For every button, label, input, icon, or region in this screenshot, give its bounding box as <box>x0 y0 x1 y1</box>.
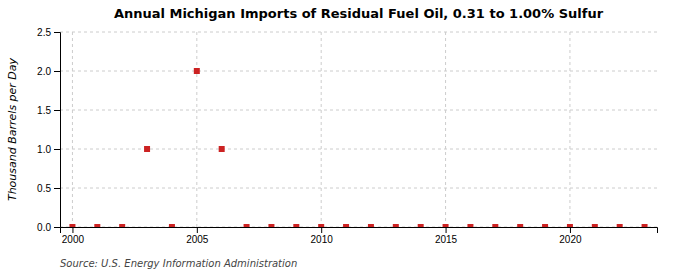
point <box>443 224 449 227</box>
annotation: Source: U.S. Energy Information Administ… <box>60 258 297 269</box>
point <box>244 224 250 227</box>
y-tick: 0.5 <box>37 183 60 194</box>
x-tick-label: 2000 <box>62 234 85 245</box>
point <box>144 146 150 152</box>
grid-line-y <box>60 110 657 111</box>
point <box>467 224 473 227</box>
x-tick-label: 2020 <box>559 234 582 245</box>
x-tick-mark <box>446 227 447 233</box>
x-tick-mark <box>197 227 198 233</box>
grid-line-y <box>60 188 657 189</box>
grid <box>60 32 657 227</box>
x-tick: 2020 <box>559 227 582 245</box>
grid-line-x <box>196 32 197 227</box>
y-tick-label: 2.0 <box>37 66 51 77</box>
y-tick-mark <box>54 71 60 72</box>
chart: 2000 2005 2010 2015 2020 0.0 0.5 1.0 1.5 2.0 2.5 An… <box>0 0 675 275</box>
y-tick: 2.0 <box>37 66 60 77</box>
x-tick: 2005 <box>186 227 209 245</box>
point <box>492 224 498 227</box>
x-tick: 2010 <box>311 227 334 245</box>
y-axis-line <box>54 33 61 228</box>
y-tick: 1.0 <box>37 144 60 155</box>
point <box>268 224 274 227</box>
y-tick: 1.5 <box>37 105 60 116</box>
x-axis-line <box>61 228 658 234</box>
point <box>194 68 200 74</box>
point <box>542 224 548 227</box>
grid-line-x <box>569 32 570 227</box>
y-tick-label: 0.0 <box>37 222 51 233</box>
point <box>219 146 225 152</box>
grid-line-x <box>72 32 73 227</box>
plot-area: 2000 2005 2010 2015 2020 0.0 0.5 1.0 1.5 2.0 2.5 <box>37 27 657 245</box>
x-tick-mark <box>321 227 322 233</box>
x-tick: 2015 <box>435 227 458 245</box>
grid-line-y <box>60 71 657 72</box>
point <box>517 224 523 227</box>
points <box>69 68 647 227</box>
point <box>293 224 299 227</box>
x-tick-label: 2015 <box>435 234 458 245</box>
point <box>318 224 324 227</box>
point <box>69 224 75 227</box>
y-tick-mark <box>54 188 60 189</box>
point <box>567 224 573 227</box>
y-tick-mark <box>54 227 60 228</box>
y-tick-label: 1.0 <box>37 144 51 155</box>
point <box>343 224 349 227</box>
point <box>592 224 598 227</box>
grid-line-x <box>321 32 322 227</box>
y-tick: 2.5 <box>37 27 60 38</box>
x-tick-label: 2005 <box>186 234 209 245</box>
point <box>617 224 623 227</box>
grid-line-y <box>60 32 657 33</box>
x-axis: 2000 2005 2010 2015 2020 <box>61 227 658 245</box>
x-tick-label: 2010 <box>311 234 334 245</box>
y-tick-mark <box>54 32 60 33</box>
point <box>94 224 100 227</box>
point <box>169 224 175 227</box>
x-tick-mark <box>570 227 571 233</box>
y-tick-mark <box>54 149 60 150</box>
y-tick-label: 0.5 <box>37 183 51 194</box>
point <box>418 224 424 227</box>
y-tick-label: 2.5 <box>37 27 51 38</box>
point <box>368 224 374 227</box>
point <box>119 224 125 227</box>
point <box>393 224 399 227</box>
y-axis-title: Thousand Barrels per Day <box>6 57 19 201</box>
y-tick: 0.0 <box>37 222 60 233</box>
y-tick-mark <box>54 110 60 111</box>
title: Annual Michigan Imports of Residual Fuel… <box>114 6 604 21</box>
point <box>642 224 648 227</box>
y-tick-label: 1.5 <box>37 105 51 116</box>
grid-line-x <box>445 32 446 227</box>
y-axis: 0.0 0.5 1.0 1.5 2.0 2.5 <box>37 27 60 233</box>
x-tick-mark <box>72 227 73 233</box>
x-tick: 2000 <box>62 227 85 245</box>
